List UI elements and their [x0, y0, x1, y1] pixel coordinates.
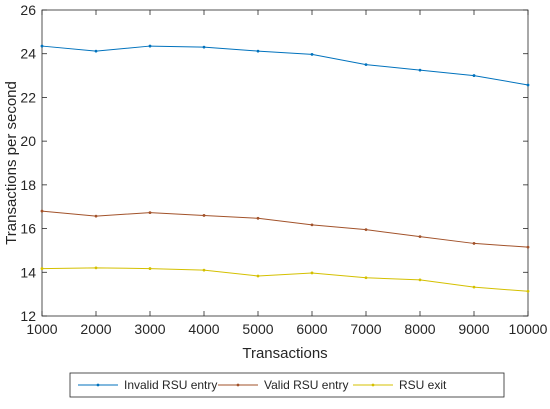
x-tick-label: 1000: [26, 321, 57, 337]
y-tick-label: 16: [20, 221, 36, 237]
data-point: [526, 289, 530, 293]
series-line-1: [41, 45, 529, 86]
x-tick-label: 2000: [80, 321, 111, 337]
data-point: [148, 211, 152, 215]
x-tick-label: 9000: [458, 321, 489, 337]
x-axis-label: Transactions: [242, 345, 327, 362]
y-axis-label: Transactions per second: [3, 81, 20, 245]
data-point: [148, 267, 152, 270]
data-point: [94, 214, 98, 218]
y-tick-label: 20: [20, 133, 36, 149]
data-point: [256, 49, 260, 53]
data-point: [472, 74, 476, 77]
legend-marker: [236, 383, 240, 387]
data-point: [472, 285, 476, 289]
data-point: [418, 235, 422, 239]
data-point: [202, 45, 206, 49]
data-point: [148, 44, 152, 48]
y-tick-label: 18: [20, 177, 36, 193]
y-tick-label: 24: [20, 46, 36, 62]
data-point: [94, 49, 98, 53]
legend-box: [69, 372, 505, 398]
data-point: [256, 216, 260, 220]
x-tick-label: 5000: [242, 321, 273, 337]
x-tick-label: 6000: [296, 321, 327, 337]
data-point: [40, 44, 44, 48]
legend-entry-label: Valid RSU entry: [264, 378, 348, 392]
x-tick-label: 7000: [350, 321, 381, 337]
data-point: [418, 68, 422, 72]
x-tick-label: 4000: [188, 321, 219, 337]
x-tick-label: 8000: [404, 321, 435, 337]
legend-marker: [371, 383, 375, 387]
x-tick-label: 10000: [509, 321, 548, 337]
data-point: [418, 278, 422, 282]
y-tick-label: 22: [20, 89, 36, 105]
plot-box: [41, 9, 529, 317]
series-line-3: [41, 267, 529, 292]
data-point: [202, 268, 206, 272]
series-line-2: [41, 210, 529, 248]
legend-marker: [96, 383, 100, 387]
data-point: [364, 63, 368, 67]
data-point: [310, 271, 314, 275]
y-tick-label: 12: [20, 308, 36, 324]
data-point: [202, 214, 206, 217]
data-point: [472, 242, 476, 245]
data-point: [40, 267, 44, 270]
y-tick-label: 14: [20, 264, 36, 280]
series-lines: [40, 44, 530, 293]
data-point: [94, 266, 98, 270]
legend-entry-label: RSU exit: [399, 378, 447, 392]
x-tick-label: 3000: [134, 321, 165, 337]
axes: 1000 2000 3000 4000 5000 6000 7000 8000 9000 1000…: [20, 2, 547, 337]
legend: Invalid RSU entry Valid RSU entry RSU exit: [69, 372, 505, 398]
data-point: [310, 52, 314, 56]
data-point: [526, 83, 530, 87]
data-point: [364, 276, 368, 280]
data-point: [256, 274, 260, 278]
data-point: [40, 209, 44, 213]
data-point: [364, 228, 368, 232]
legend-entry-label: Invalid RSU entry: [124, 378, 217, 392]
y-tick-label: 26: [20, 2, 36, 18]
data-point: [310, 223, 314, 227]
data-point: [526, 245, 530, 249]
